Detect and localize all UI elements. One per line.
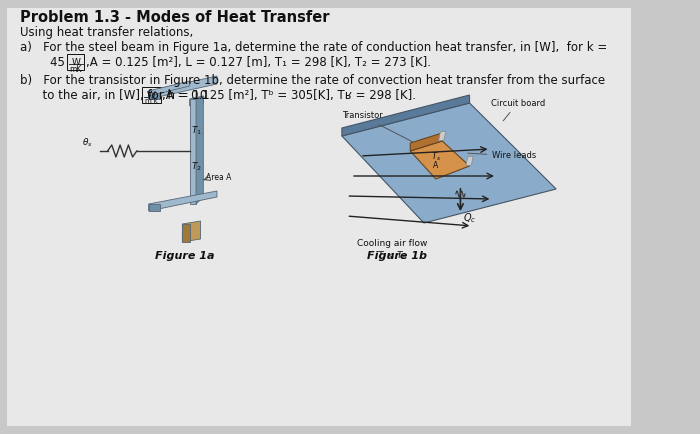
Text: a)   For the steel beam in Figure 1a, determine the rate of conduction heat tran: a) For the steel beam in Figure 1a, dete… xyxy=(20,41,608,54)
Text: W: W xyxy=(71,58,80,67)
Text: Area A: Area A xyxy=(206,172,232,181)
Text: ,A = 0.125 [m²], L = 0.127 [m], T₁ = 298 [K], T₂ = 273 [K].: ,A = 0.125 [m²], L = 0.127 [m], T₁ = 298… xyxy=(85,56,430,69)
Text: 45: 45 xyxy=(50,56,69,69)
Text: $T_s$: $T_s$ xyxy=(430,151,441,163)
Polygon shape xyxy=(196,96,203,204)
Polygon shape xyxy=(190,96,203,106)
Polygon shape xyxy=(342,103,556,223)
Text: Transistor: Transistor xyxy=(342,112,412,142)
Text: Cooling air flow: Cooling air flow xyxy=(357,239,427,248)
Text: $T_2$: $T_2$ xyxy=(192,161,202,173)
Text: $\theta_s$: $\theta_s$ xyxy=(83,137,93,149)
Polygon shape xyxy=(342,95,470,136)
Text: Problem 1.3 - Modes of Heat Transfer: Problem 1.3 - Modes of Heat Transfer xyxy=(20,10,330,25)
Text: $Q_c$: $Q_c$ xyxy=(463,211,477,225)
Polygon shape xyxy=(438,131,446,141)
Polygon shape xyxy=(466,156,473,166)
Text: $T_1$: $T_1$ xyxy=(192,125,202,137)
Polygon shape xyxy=(148,91,160,99)
Text: Figure 1b: Figure 1b xyxy=(367,251,426,261)
Polygon shape xyxy=(182,221,201,242)
FancyBboxPatch shape xyxy=(7,8,631,426)
Polygon shape xyxy=(410,141,470,179)
Polygon shape xyxy=(148,191,217,211)
Text: mK: mK xyxy=(69,65,82,74)
Text: $T_f < T_b$: $T_f < T_b$ xyxy=(377,249,407,262)
Polygon shape xyxy=(148,81,190,96)
Polygon shape xyxy=(148,204,160,211)
Polygon shape xyxy=(148,76,217,99)
Text: W: W xyxy=(147,91,156,100)
Text: A: A xyxy=(433,161,438,170)
Polygon shape xyxy=(410,133,442,151)
Text: ,A = 0.125 [m²], Tᵇ = 305[K], Tʁ = 298 [K].: ,A = 0.125 [m²], Tᵇ = 305[K], Tʁ = 298 [… xyxy=(162,89,416,102)
Text: Wire leads: Wire leads xyxy=(468,151,537,161)
Text: Using heat transfer relations,: Using heat transfer relations, xyxy=(20,26,193,39)
Text: to the air, in [W], for h = 10: to the air, in [W], for h = 10 xyxy=(20,89,211,102)
Text: b)   For the transistor in Figure 1b, determine the rate of convection heat tran: b) For the transistor in Figure 1b, dete… xyxy=(20,74,605,87)
Text: Circuit board: Circuit board xyxy=(491,99,545,121)
Text: m²k: m²k xyxy=(144,98,158,104)
Text: Figure 1a: Figure 1a xyxy=(155,251,215,261)
Polygon shape xyxy=(182,224,190,242)
Polygon shape xyxy=(190,99,196,204)
